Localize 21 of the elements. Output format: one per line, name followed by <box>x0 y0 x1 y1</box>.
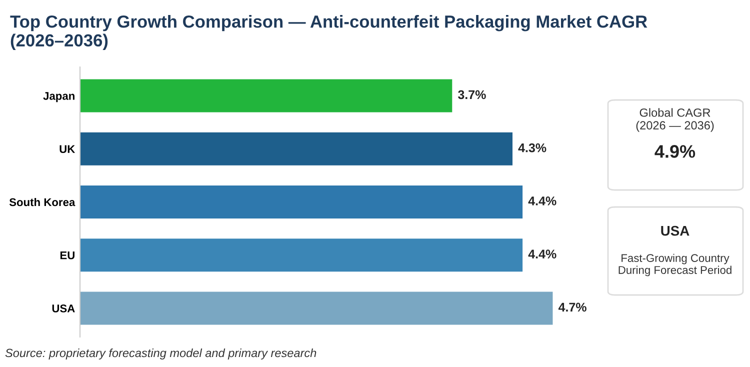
bar <box>80 79 452 112</box>
y-tick-label: USA <box>52 304 75 312</box>
y-tick-label: Japan <box>43 92 74 102</box>
bar <box>80 238 523 272</box>
data-label: 4.4% <box>528 250 556 258</box>
y-tick-label: EU <box>60 252 74 260</box>
text: Global CAGR (2026 — 2036) <box>636 108 714 132</box>
text: Fast-Growing Country During Forecast Period <box>618 254 732 276</box>
source-note: Source: proprietary forecasting model and primary research <box>5 348 316 360</box>
data-label: 4.7% <box>558 302 586 312</box>
data-label: 4.4% <box>528 196 556 206</box>
y-tick-label: South Korea <box>9 198 76 206</box>
bar <box>80 292 553 325</box>
text: 4.9% <box>654 145 696 158</box>
text: USA <box>661 226 690 236</box>
bar <box>80 186 523 218</box>
bar <box>80 132 512 166</box>
y-tick-label: UK <box>60 145 76 154</box>
chart-title: Top Country Growth Comparison — Anti-counterfeit Packaging Market CAGR (2026–2036) <box>10 15 648 50</box>
data-label: 3.7% <box>458 90 486 100</box>
data-label: 4.3% <box>518 143 546 152</box>
